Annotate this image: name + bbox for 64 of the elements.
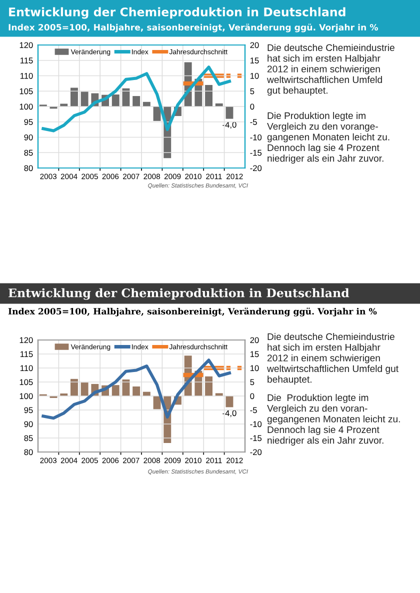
bar xyxy=(132,96,140,106)
y2-tick-label: 20 xyxy=(250,42,259,48)
bar xyxy=(153,106,161,121)
bar xyxy=(80,382,88,396)
bar xyxy=(226,106,234,119)
bar xyxy=(153,396,161,410)
text: Die Produktion legte im Vergleich zu den voran- gegangenen Monaten leicht zu. Dennoch lag sie 4 Prozent niedriger als ein Jahr zuvor. xyxy=(267,394,400,446)
bar xyxy=(112,385,120,396)
text: Die deutsche Chemieindustrie hat sich im ersten Halbjahr 2012 in einem schwierigen weltwirtschaftlichen Umfeld gut behauptet. xyxy=(266,44,394,96)
y2-tick-label: 0 xyxy=(250,104,254,110)
bar xyxy=(205,376,212,396)
y-tick-label: 110 xyxy=(20,365,33,372)
y2-tick-label: 20 xyxy=(250,337,259,344)
y2-tick-label: -20 xyxy=(250,165,262,172)
chart-title: Entwicklung der Chemieproduktion in Deutschland xyxy=(8,288,350,300)
y-tick-label: 80 xyxy=(24,449,33,456)
bar xyxy=(80,92,88,106)
bar xyxy=(215,393,223,396)
y-tick-label: 120 xyxy=(20,337,33,344)
y2-tick-label: -15 xyxy=(250,435,262,442)
y-tick-label: 100 xyxy=(20,104,33,110)
bar xyxy=(205,84,212,106)
y-tick-label: 100 xyxy=(20,393,33,400)
text: Die deutsche Chemieindustrie hat sich im ersten Halbjahr 2012 in einem schwierigen weltwirtschaftlichen Umfeld gut behauptet. xyxy=(266,333,398,385)
y-tick-label: 85 xyxy=(24,150,33,156)
y2-tick-label: 5 xyxy=(250,88,254,94)
text: Die Produktion legte im Vergleich zu den vorange- gangenen Monaten leicht zu. Dennoch lag sie 4 Prozent niedriger als ein Jahr zuvor. xyxy=(267,112,390,164)
bar xyxy=(122,88,130,106)
bar xyxy=(122,379,130,396)
y-tick-label: 90 xyxy=(24,421,33,428)
bar xyxy=(60,104,68,106)
y2-tick-label: 15 xyxy=(250,351,259,358)
y2-tick-label: -10 xyxy=(250,421,262,428)
y2-tick-label: -10 xyxy=(250,134,262,140)
bar xyxy=(132,386,140,396)
y-tick-label: 115 xyxy=(20,58,33,64)
chart-title: Entwicklung der Chemieproduktion in Deutschland xyxy=(9,7,346,19)
data-label: -4,0 xyxy=(222,410,236,418)
y-tick-label: 105 xyxy=(20,379,33,386)
y-tick-label: 115 xyxy=(20,351,33,358)
y2-tick-label: 10 xyxy=(250,72,259,79)
y-tick-label: 120 xyxy=(20,42,33,48)
bar xyxy=(70,378,78,396)
y-tick-label: 110 xyxy=(20,72,33,79)
y-tick-label: 85 xyxy=(24,435,33,442)
bar xyxy=(226,396,234,408)
bar xyxy=(70,88,78,106)
y2-tick-label: 10 xyxy=(250,365,259,372)
y-tick-label: 80 xyxy=(24,165,33,172)
y2-tick-label: -15 xyxy=(250,150,262,156)
y2-tick-label: 0 xyxy=(250,393,254,400)
y2-tick-label: -5 xyxy=(250,119,257,125)
chart-subtitle: Index 2005=100, Halbjahre, saisonbereinigt, Veränderung ggü. Vorjahr in % xyxy=(8,24,378,32)
y-tick-label: 95 xyxy=(24,407,33,414)
bar xyxy=(112,94,120,106)
y-tick-label: 95 xyxy=(24,119,33,125)
y2-tick-label: -20 xyxy=(250,449,262,456)
y2-tick-label: 5 xyxy=(250,379,254,386)
chart-subtitle: Index 2005=100, Halbjahre, saisonbereinigt, Veränderung ggü. Vorjahr in % xyxy=(8,308,377,316)
y-tick-label: 90 xyxy=(24,134,33,140)
y2-tick-label: 15 xyxy=(250,58,259,64)
data-label: -4,0 xyxy=(222,122,236,129)
y-tick-label: 105 xyxy=(20,88,33,94)
y2-tick-label: -5 xyxy=(250,407,257,414)
